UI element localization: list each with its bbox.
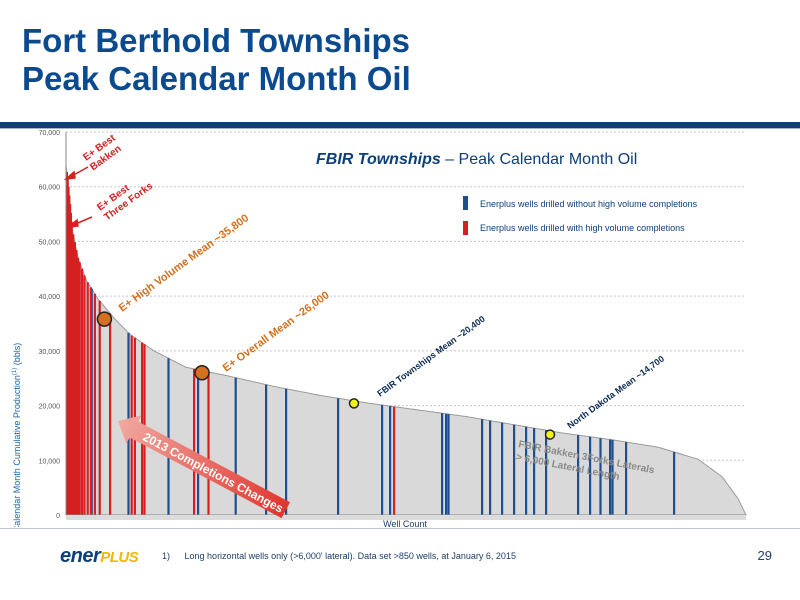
well-bar — [81, 268, 84, 515]
title-line-1: Fort Berthold Townships — [22, 22, 411, 59]
well-bar — [393, 406, 396, 515]
legend: Enerplus wells drilled without high volu… — [463, 196, 698, 235]
annotation-nd-mean: North Dakota Mean ~14,700 — [565, 354, 666, 431]
well-bar — [489, 420, 492, 515]
footnote: 1) Long horizontal wells only (>6,000' l… — [162, 551, 516, 561]
annotation-overall-mean: E+ Overall Mean ~26,000 — [221, 289, 332, 374]
well-bar — [447, 414, 450, 515]
well-bar — [86, 282, 89, 515]
legend-swatch-blue — [463, 196, 468, 210]
annotation-hv-mean: E+ High Volume Mean ~35,800 — [117, 212, 251, 314]
fbir-mean-marker — [348, 398, 360, 409]
y-axis-label-main: Peak Calendar Month Cumulative Productio… — [12, 375, 22, 527]
well-bar — [445, 413, 448, 515]
footnote-number: 1) — [162, 551, 171, 561]
well-bar — [337, 398, 340, 515]
well-bar — [577, 435, 580, 515]
well-bar — [533, 428, 536, 515]
y-tick-label: 30,000 — [39, 349, 61, 356]
well-bar — [589, 436, 592, 515]
well-bar — [89, 287, 92, 515]
well-bar — [167, 358, 170, 515]
well-bar — [98, 300, 101, 515]
well-bar — [381, 405, 384, 515]
peak-oil-chart: 0 10,000 20,000 30,000 40,000 50,000 60,000 70,… — [12, 130, 747, 527]
well-bar — [234, 377, 237, 515]
logo-ener: ener — [60, 545, 101, 567]
well-bar — [193, 368, 196, 515]
best-threeforks-arrowhead — [66, 218, 79, 229]
title-divider — [0, 122, 800, 128]
well-bar — [625, 442, 628, 515]
well-bar — [501, 422, 504, 515]
chart-title-bold: FBIR Townships — [316, 151, 441, 168]
well-bar — [109, 313, 112, 515]
completions-arrow-shape — [118, 415, 290, 519]
well-bar — [389, 406, 392, 515]
x-axis-label: Well Count — [383, 519, 427, 527]
well-bar — [611, 439, 614, 515]
well-bar — [75, 250, 78, 515]
footer-divider — [0, 528, 800, 529]
well-bar — [599, 438, 602, 515]
y-axis-label: Peak Calendar Month Cumulative Productio… — [12, 343, 22, 527]
logo-plus: PLUS — [100, 549, 139, 566]
well-bar — [481, 419, 484, 515]
mean-markers — [96, 311, 556, 440]
y-tick-label: 50,000 — [39, 239, 61, 246]
legend-swatch-red — [463, 221, 468, 235]
y-tick-label: 20,000 — [39, 404, 61, 411]
well-bar — [513, 424, 516, 515]
well-bar — [285, 388, 288, 515]
best-well-arrows — [63, 166, 93, 229]
title-divider-thin — [0, 128, 800, 129]
well-bar — [73, 242, 76, 515]
page-number: 29 — [757, 548, 772, 563]
y-tick-label: 60,000 — [39, 185, 61, 192]
well-bar — [265, 384, 268, 515]
y-axis-label-unit: (bbls) — [12, 343, 22, 368]
well-bar — [207, 371, 210, 515]
well-bar — [197, 369, 200, 515]
y-tick-label: 40,000 — [39, 294, 61, 301]
well-bar — [545, 430, 548, 515]
well-bar — [83, 275, 86, 515]
y-tick-label: 0 — [56, 513, 60, 520]
enerplus-logo: enerPLUS — [60, 545, 139, 568]
chart-title-rest: – Peak Calendar Month Oil — [441, 151, 638, 168]
y-axis-label-superscript: (1) — [12, 368, 18, 375]
legend-label-with-hv: Enerplus wells drilled with high volume … — [480, 223, 685, 233]
well-bar — [609, 439, 612, 515]
well-bar — [525, 426, 528, 515]
well-bar — [673, 451, 676, 515]
nd-mean-marker — [544, 429, 556, 440]
well-bar — [77, 257, 80, 515]
y-tick-label: 10,000 — [39, 458, 61, 465]
annotation-fbir-mean: FBIR Townships Mean ~20,400 — [375, 314, 487, 399]
well-bar — [70, 221, 73, 515]
chart-title: FBIR Townships – Peak Calendar Month Oil — [316, 151, 637, 168]
legend-label-without-hv: Enerplus wells drilled without high volu… — [480, 199, 698, 209]
best-bakken-arrowhead — [63, 170, 76, 181]
annotation-best-three-forks: E+ BestThree Forks — [95, 171, 155, 224]
overall-mean-marker — [194, 364, 210, 381]
well-bar — [72, 234, 75, 516]
well-bar — [78, 262, 81, 515]
footnote-text: Long horizontal wells only (>6,000' late… — [184, 551, 516, 561]
hv-mean-marker — [96, 311, 113, 327]
y-axis-ticks: 0 10,000 20,000 30,000 40,000 50,000 60,000 70,… — [39, 130, 61, 520]
x-axis-band — [66, 515, 746, 520]
x-axis-band-fill — [66, 515, 746, 520]
well-bar — [93, 293, 96, 515]
slide-title: Fort Berthold Townships Peak Calendar Mo… — [22, 22, 411, 98]
title-line-2: Peak Calendar Month Oil — [22, 60, 411, 97]
well-bar — [441, 413, 444, 515]
y-tick-label: 70,000 — [39, 130, 61, 137]
